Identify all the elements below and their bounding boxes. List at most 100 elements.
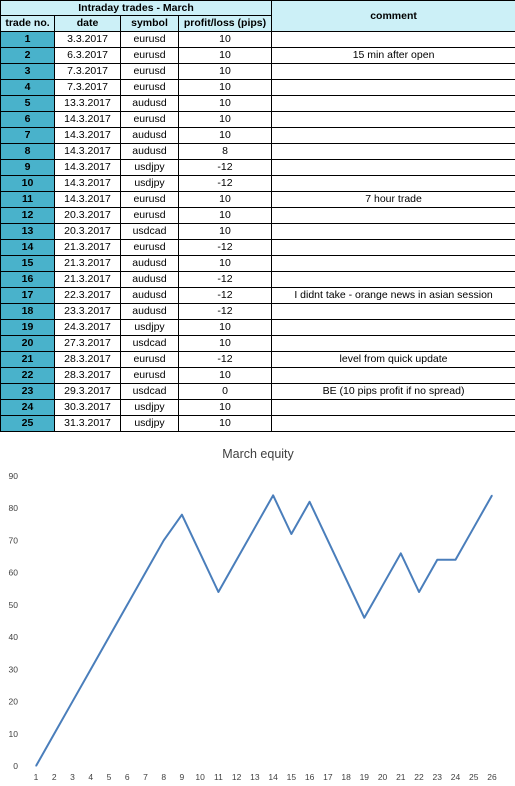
data-point: [473, 526, 475, 529]
date-cell: 28.3.2017: [54, 351, 121, 368]
symbol-cell: eurusd: [120, 63, 179, 80]
x-tick-label: 4: [88, 772, 93, 782]
table-row: 25 31.3.2017 usdjpy 10: [0, 415, 515, 432]
data-point: [363, 617, 365, 619]
x-tick-label: 5: [107, 772, 112, 782]
profit-loss-cell: 10: [177, 415, 273, 432]
trade-no-cell: 2: [0, 47, 55, 64]
profit-loss-cell: 8: [177, 143, 273, 160]
table-row: 8 14.3.2017 audusd 8: [0, 143, 515, 160]
symbol-cell: audusd: [120, 303, 179, 320]
y-tick-label: 0: [13, 761, 18, 771]
date-cell: 14.3.2017: [54, 111, 121, 128]
data-point: [309, 501, 311, 503]
profit-loss-cell: 10: [177, 207, 273, 224]
trade-no-cell: 4: [0, 79, 55, 96]
y-tick-label: 50: [9, 600, 19, 610]
date-cell: 6.3.2017: [54, 47, 121, 64]
symbol-cell: eurusd: [120, 367, 179, 384]
date-cell: 14.3.2017: [54, 191, 121, 208]
profit-loss-cell: 10: [177, 47, 273, 64]
profit-loss-cell: 10: [177, 335, 273, 352]
date-cell: 27.3.2017: [54, 335, 121, 352]
table-row: 17 22.3.2017 audusd -12 I didnt take - orang…: [0, 287, 515, 304]
y-axis: 0 10 20 30 40 50 60 70 80 90: [9, 471, 19, 771]
data-point: [217, 591, 219, 593]
table-row: 2 6.3.2017 eurusd 10 15 min after open: [0, 47, 515, 64]
date-cell: 21.3.2017: [54, 239, 121, 256]
chart-title: March equity: [222, 447, 294, 461]
profit-loss-cell: -12: [177, 287, 273, 304]
comment-cell: [271, 127, 515, 144]
comment-cell: [271, 31, 515, 48]
symbol-cell: audusd: [120, 95, 179, 112]
y-tick-label: 30: [9, 664, 19, 674]
symbol-cell: usdcad: [120, 223, 179, 240]
symbol-cell: eurusd: [120, 31, 179, 48]
profit-loss-cell: 10: [177, 111, 273, 128]
data-point: [418, 591, 420, 593]
data-point: [163, 539, 165, 542]
date-cell: 28.3.2017: [54, 367, 121, 384]
date-cell: 14.3.2017: [54, 143, 121, 160]
trade-no-cell: 16: [0, 271, 55, 288]
profit-loss-cell: -12: [177, 175, 273, 192]
table-row: 24 30.3.2017 usdjpy 10: [0, 399, 515, 416]
symbol-cell: audusd: [120, 143, 179, 160]
header-comment: comment: [271, 0, 515, 32]
header-profit-loss: profit/loss (pips): [177, 15, 273, 32]
profit-loss-cell: 10: [177, 223, 273, 240]
header-trade-no: trade no.: [0, 15, 55, 32]
trade-no-cell: 18: [0, 303, 55, 320]
x-tick-label: 8: [161, 772, 166, 782]
symbol-cell: usdjpy: [120, 415, 179, 432]
table-row: 23 29.3.2017 usdcad 0 BE (10 pips profit if …: [0, 383, 515, 400]
trade-no-cell: 22: [0, 367, 55, 384]
header-symbol: symbol: [120, 15, 179, 32]
data-point: [53, 733, 55, 735]
profit-loss-cell: -12: [177, 239, 273, 256]
trade-no-cell: 15: [0, 255, 55, 272]
x-tick-label: 17: [323, 772, 333, 782]
table-row: 4 7.3.2017 eurusd 10: [0, 79, 515, 96]
trade-no-cell: 20: [0, 335, 55, 352]
table-row: 1 3.3.2017 eurusd 10: [0, 31, 515, 48]
profit-loss-cell: 10: [177, 399, 273, 416]
x-tick-label: 11: [214, 772, 223, 782]
data-point: [236, 559, 238, 561]
trade-no-cell: 3: [0, 63, 55, 80]
y-tick-label: 60: [9, 568, 19, 578]
comment-cell: [271, 303, 515, 320]
symbol-cell: audusd: [120, 271, 179, 288]
profit-loss-cell: 10: [177, 63, 273, 80]
x-tick-label: 15: [287, 772, 297, 782]
profit-loss-cell: 10: [177, 367, 273, 384]
y-tick-label: 70: [9, 535, 19, 545]
date-cell: 22.3.2017: [54, 287, 121, 304]
profit-loss-cell: 10: [177, 95, 273, 112]
comment-cell: [271, 367, 515, 384]
table-row: 9 14.3.2017 usdjpy -12: [0, 159, 515, 176]
profit-loss-cell: -12: [177, 303, 273, 320]
data-point: [381, 584, 384, 587]
data-point: [345, 578, 347, 580]
date-cell: 13.3.2017: [54, 95, 121, 112]
date-cell: 14.3.2017: [54, 159, 121, 176]
x-tick-label: 23: [433, 772, 443, 782]
table-row: 18 23.3.2017 audusd -12: [0, 303, 515, 320]
symbol-cell: eurusd: [120, 79, 179, 96]
symbol-cell: eurusd: [120, 191, 179, 208]
x-tick-label: 25: [469, 772, 479, 782]
data-point: [199, 552, 201, 554]
data-point: [491, 494, 493, 496]
x-tick-label: 2: [52, 772, 57, 782]
comment-cell: [271, 79, 515, 96]
trade-no-cell: 24: [0, 399, 55, 416]
symbol-cell: eurusd: [120, 47, 179, 64]
trade-no-cell: 12: [0, 207, 55, 224]
trade-no-cell: 9: [0, 159, 55, 176]
comment-cell: I didnt take - orange news in asian sess…: [271, 287, 515, 304]
comment-cell: level from quick update: [271, 351, 515, 368]
